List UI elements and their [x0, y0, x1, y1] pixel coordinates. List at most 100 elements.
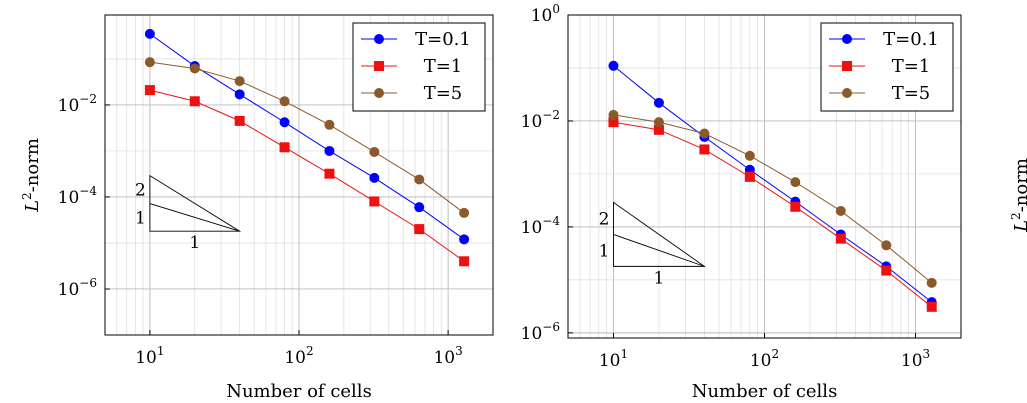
data-point	[608, 117, 619, 128]
legend-entry: T=1	[361, 56, 462, 77]
slope-label-run: 1	[189, 233, 200, 253]
data-point	[369, 196, 380, 207]
series-T=5	[144, 57, 470, 218]
series-T=1	[144, 85, 470, 267]
right-edge-ylabel: L2-norm	[1009, 158, 1027, 233]
legend-entry: T=0.1	[361, 29, 471, 50]
series-T=5	[608, 109, 937, 288]
y-tick-label: 10−4	[58, 184, 98, 208]
y-tick-label: 10−6	[58, 276, 97, 300]
x-tick-label: 102	[750, 347, 779, 371]
data-point	[144, 85, 155, 96]
slope-label-1: 1	[135, 208, 146, 228]
data-point	[279, 117, 290, 128]
data-point	[608, 109, 619, 120]
chart-1: 101 102 103 10−2 10−4 10−6 Number of cells L2-n…	[20, 14, 494, 402]
slope-label-2: 2	[135, 181, 146, 201]
y-tick-label: 10−6	[521, 320, 560, 344]
legend-entry: T=5	[829, 83, 930, 104]
data-point	[414, 202, 425, 213]
legend-marker	[374, 34, 384, 44]
data-point	[369, 146, 380, 157]
legend-marker	[842, 61, 852, 71]
data-point	[189, 63, 200, 74]
slope-label-2: 2	[599, 209, 610, 229]
data-point	[926, 301, 937, 312]
data-point	[279, 96, 290, 107]
data-point	[790, 177, 801, 188]
data-point	[744, 171, 755, 182]
slope-label-1: 1	[599, 241, 610, 261]
slope-1-line	[149, 203, 240, 232]
data-point	[835, 205, 846, 216]
data-point	[279, 142, 290, 153]
series-line	[613, 114, 933, 284]
data-point	[459, 234, 470, 245]
legend-marker	[374, 88, 384, 98]
series-T=1	[608, 117, 937, 312]
legend-label: T=0.1	[883, 29, 939, 50]
slope-2-triangle	[613, 201, 706, 267]
data-point	[414, 224, 425, 235]
legend-label: T=5	[424, 83, 463, 104]
y-tick-label: 10−4	[521, 214, 561, 238]
data-point	[189, 96, 200, 107]
data-point	[369, 172, 380, 183]
data-point	[699, 128, 710, 139]
x-tick-label: 103	[901, 347, 930, 371]
series-line	[149, 89, 465, 262]
slope-label-run: 1	[654, 268, 665, 288]
legend-label: T=0.1	[415, 29, 471, 50]
data-point	[144, 28, 155, 39]
x-tick-label: 101	[599, 347, 628, 371]
legend-entry: T=5	[361, 83, 462, 104]
chart-2: 101 102 103 100 10−2 10−4 10−6 Number of cells 2…	[521, 2, 962, 402]
data-point	[324, 145, 335, 156]
legend-label: T=1	[892, 56, 931, 77]
data-point	[234, 76, 245, 87]
data-point	[926, 277, 937, 288]
slope-1-line	[613, 234, 705, 267]
legend-marker	[842, 34, 852, 44]
legend-label: T=1	[424, 56, 463, 77]
legend-entry: T=1	[829, 56, 930, 77]
data-point	[324, 168, 335, 179]
series-line	[613, 121, 933, 308]
slope-triangle: 2 1 1	[599, 201, 706, 288]
data-point	[744, 150, 755, 161]
series-line	[149, 61, 465, 214]
x-axis-label: Number of cells	[692, 381, 838, 402]
data-point	[835, 233, 846, 244]
data-point	[234, 115, 245, 126]
x-tick-label: 101	[135, 344, 164, 368]
data-point	[608, 60, 619, 71]
data-point	[653, 97, 664, 108]
data-point	[324, 119, 335, 130]
x-axis-label: Number of cells	[226, 381, 372, 402]
data-point	[653, 117, 664, 128]
data-point	[653, 124, 664, 135]
legend: T=0.1 T=1 T=5	[352, 22, 486, 112]
data-point	[699, 144, 710, 155]
data-point	[414, 174, 425, 185]
y-tick-label: 10−2	[58, 92, 97, 116]
y-tick-label: 100	[531, 2, 560, 26]
legend-label: T=5	[892, 83, 931, 104]
data-point	[881, 265, 892, 276]
data-point	[459, 207, 470, 218]
legend-entry: T=0.1	[829, 29, 939, 50]
y-axis-label: L2-norm	[20, 138, 43, 213]
slope-2-triangle	[149, 174, 242, 232]
legend-marker	[374, 61, 384, 71]
data-point	[459, 256, 470, 267]
series-line	[613, 65, 933, 303]
y-tick-label: 10−2	[521, 108, 560, 132]
data-point	[881, 240, 892, 251]
slope-triangle: 2 1 1	[135, 174, 242, 253]
legend-marker	[842, 88, 852, 98]
data-point	[144, 57, 155, 68]
x-tick-label: 103	[433, 344, 462, 368]
data-point	[790, 201, 801, 212]
data-point	[234, 89, 245, 100]
